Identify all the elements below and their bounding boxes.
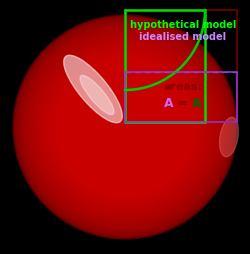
- Circle shape: [78, 80, 172, 174]
- Circle shape: [100, 102, 150, 152]
- Bar: [125, 10, 237, 122]
- Circle shape: [30, 32, 220, 222]
- Circle shape: [45, 47, 205, 207]
- Circle shape: [118, 120, 132, 134]
- Circle shape: [27, 29, 223, 225]
- Circle shape: [51, 53, 199, 201]
- Circle shape: [86, 88, 164, 166]
- Circle shape: [93, 95, 157, 159]
- Circle shape: [104, 106, 146, 148]
- Circle shape: [65, 67, 185, 187]
- Circle shape: [69, 71, 181, 183]
- Circle shape: [74, 77, 176, 177]
- Circle shape: [54, 56, 197, 198]
- Circle shape: [70, 72, 180, 182]
- Circle shape: [46, 49, 203, 205]
- Circle shape: [66, 68, 184, 186]
- Circle shape: [102, 105, 148, 149]
- Circle shape: [92, 93, 158, 161]
- Circle shape: [23, 25, 227, 229]
- Circle shape: [34, 36, 216, 218]
- Circle shape: [124, 125, 126, 129]
- Circle shape: [52, 54, 198, 200]
- Circle shape: [16, 18, 234, 236]
- Ellipse shape: [220, 117, 238, 157]
- Circle shape: [94, 96, 156, 158]
- Circle shape: [90, 92, 160, 162]
- Ellipse shape: [80, 75, 114, 115]
- Circle shape: [116, 119, 134, 135]
- Circle shape: [28, 30, 222, 224]
- Circle shape: [83, 85, 167, 169]
- Circle shape: [107, 109, 143, 145]
- Circle shape: [73, 75, 177, 179]
- Circle shape: [88, 91, 162, 163]
- Text: idealised model: idealised model: [140, 32, 226, 42]
- Circle shape: [101, 103, 149, 151]
- Bar: [125, 72, 237, 122]
- Circle shape: [80, 82, 170, 172]
- Circle shape: [106, 107, 144, 147]
- Circle shape: [42, 44, 207, 210]
- Circle shape: [98, 100, 152, 154]
- Circle shape: [36, 37, 214, 217]
- Circle shape: [87, 89, 163, 165]
- Circle shape: [32, 35, 218, 219]
- Circle shape: [18, 21, 232, 233]
- Circle shape: [76, 78, 174, 176]
- Circle shape: [14, 17, 235, 237]
- Circle shape: [108, 110, 142, 144]
- Circle shape: [24, 26, 226, 228]
- Circle shape: [120, 121, 130, 133]
- Circle shape: [59, 61, 191, 193]
- Circle shape: [50, 51, 201, 203]
- Ellipse shape: [64, 55, 122, 123]
- Circle shape: [22, 23, 229, 231]
- Circle shape: [111, 113, 139, 141]
- Text: =: =: [173, 97, 193, 110]
- Circle shape: [38, 40, 212, 214]
- Text: A: A: [164, 97, 174, 110]
- Circle shape: [37, 39, 213, 215]
- Circle shape: [60, 62, 190, 192]
- Circle shape: [82, 84, 168, 170]
- Circle shape: [41, 43, 209, 211]
- Circle shape: [26, 28, 224, 226]
- Circle shape: [44, 46, 206, 208]
- Text: hypothetical model: hypothetical model: [130, 20, 236, 30]
- Circle shape: [97, 99, 153, 155]
- Circle shape: [115, 117, 135, 137]
- Circle shape: [84, 86, 166, 168]
- Circle shape: [40, 42, 210, 212]
- Circle shape: [114, 116, 136, 138]
- Bar: [125, 10, 205, 122]
- Circle shape: [72, 74, 178, 180]
- Circle shape: [68, 70, 182, 184]
- Circle shape: [62, 64, 188, 190]
- Text: areas:: areas:: [164, 82, 202, 92]
- Circle shape: [13, 15, 237, 239]
- Circle shape: [79, 81, 171, 173]
- Circle shape: [110, 112, 140, 142]
- Circle shape: [121, 123, 129, 131]
- Circle shape: [31, 33, 219, 221]
- Circle shape: [112, 114, 138, 140]
- Circle shape: [17, 19, 233, 235]
- Circle shape: [20, 22, 230, 232]
- Text: A: A: [192, 97, 202, 110]
- Circle shape: [96, 98, 154, 156]
- Circle shape: [56, 58, 194, 196]
- Circle shape: [48, 50, 202, 204]
- Circle shape: [122, 124, 128, 130]
- Circle shape: [64, 65, 186, 189]
- Circle shape: [58, 60, 192, 194]
- Circle shape: [55, 57, 195, 197]
